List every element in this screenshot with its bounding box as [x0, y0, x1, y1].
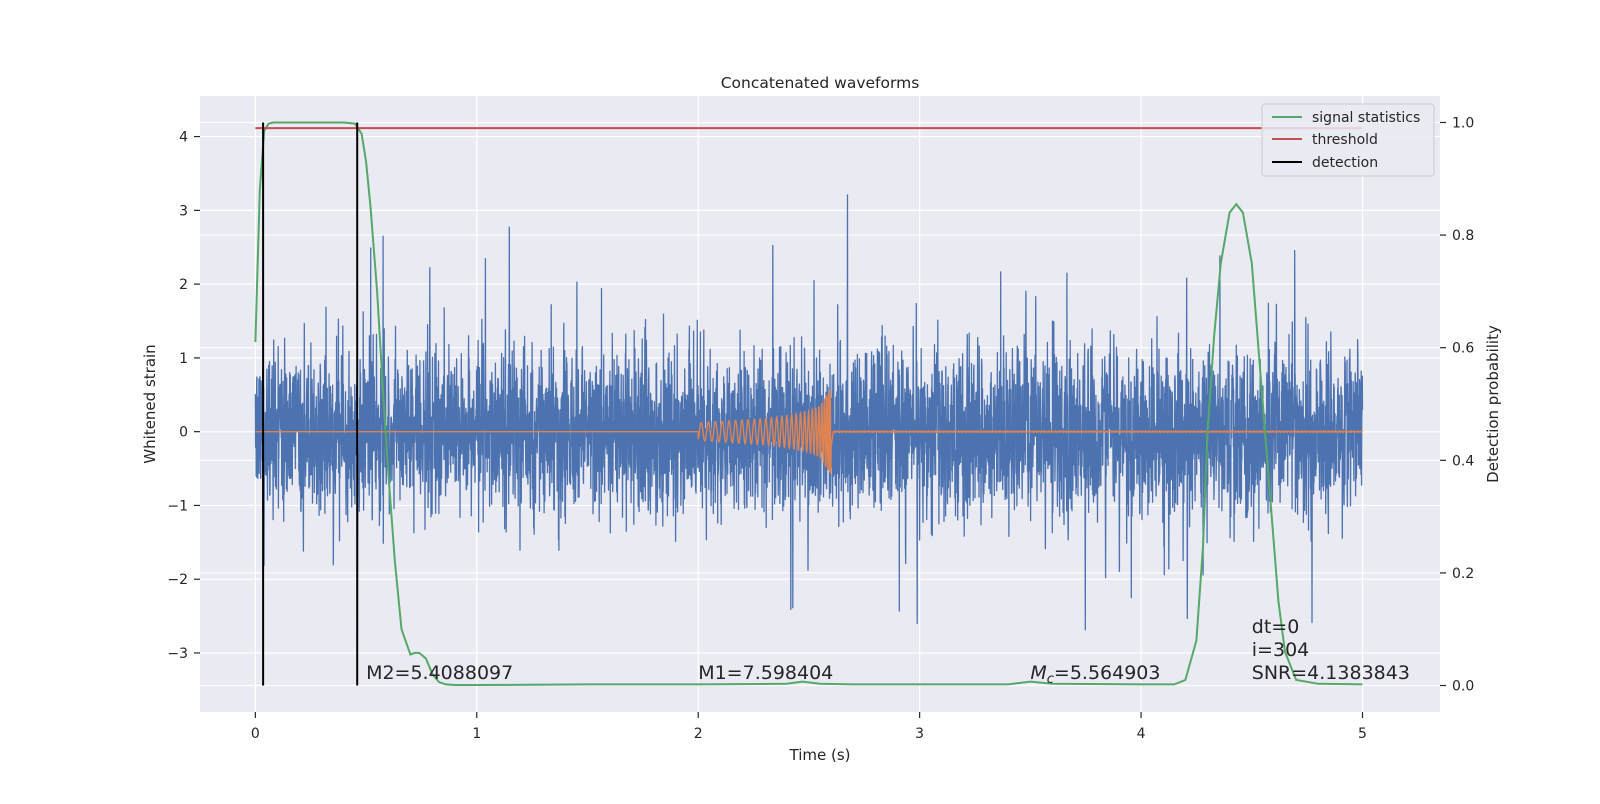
x-tick-label: 2	[694, 726, 703, 742]
x-tick-label: 4	[1137, 726, 1146, 742]
y-tick-label: −2	[167, 572, 188, 588]
y-tick-label: 3	[179, 203, 188, 219]
annotation-dt: dt=0	[1252, 616, 1300, 638]
y2-tick-label: 0.4	[1452, 453, 1474, 469]
x-axis-label: Time (s)	[789, 746, 851, 764]
y-tick-label: −1	[167, 498, 188, 514]
annotation-index: i=304	[1252, 639, 1309, 661]
y-tick-label: 1	[179, 351, 188, 367]
y-tick-label: 2	[179, 277, 188, 293]
annotation-snr: SNR=4.1383843	[1252, 662, 1410, 684]
y2-axis-label: Detection probability	[1484, 325, 1502, 483]
annotation-mc-value: =5.564903	[1054, 662, 1161, 684]
legend-label-threshold: threshold	[1312, 132, 1378, 148]
y2-tick-label: 1.0	[1452, 115, 1474, 131]
x-tick-label: 3	[915, 726, 924, 742]
legend: signal statistics threshold detection	[1262, 104, 1434, 176]
y2-tick-label: 0.0	[1452, 679, 1474, 695]
y-axis-label: Whitened strain	[141, 344, 159, 463]
annotation-m1: M1=7.598404	[698, 662, 833, 684]
chart-title: Concatenated waveforms	[721, 74, 920, 92]
legend-label-detection: detection	[1312, 155, 1378, 171]
y-tick-label: 4	[179, 130, 188, 146]
legend-label-signal-statistics: signal statistics	[1312, 110, 1420, 126]
y2-tick-label: 0.6	[1452, 341, 1474, 357]
annotation-mc-symbol: M	[1030, 662, 1046, 684]
annotation-m2: M2=5.4088097	[366, 662, 513, 684]
y-tick-label: −3	[167, 646, 188, 662]
x-tick-label: 1	[472, 726, 481, 742]
x-tick-label: 5	[1358, 726, 1367, 742]
x-tick-label: 0	[251, 726, 260, 742]
y2-tick-label: 0.8	[1452, 228, 1474, 244]
y2-tick-label: 0.2	[1452, 566, 1474, 582]
annotation-mc-subscript: c	[1047, 672, 1054, 687]
y-tick-label: 0	[179, 425, 188, 441]
